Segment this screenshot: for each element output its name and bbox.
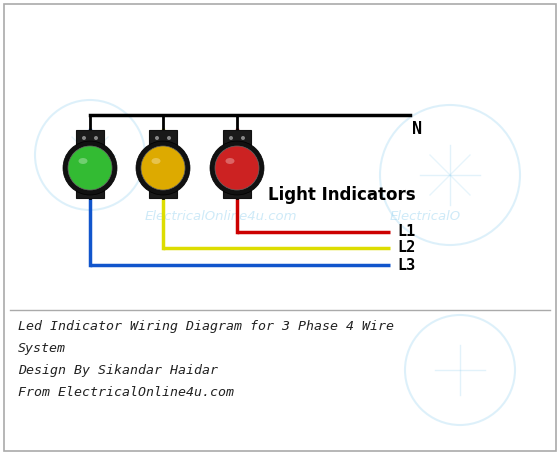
Circle shape <box>141 146 185 190</box>
Circle shape <box>229 136 233 140</box>
Circle shape <box>68 146 112 190</box>
Text: ElectricalO: ElectricalO <box>390 210 461 223</box>
Bar <box>76 130 104 198</box>
Text: L1: L1 <box>397 224 416 239</box>
Text: L2: L2 <box>397 241 416 256</box>
Circle shape <box>94 136 98 140</box>
Circle shape <box>241 136 245 140</box>
Circle shape <box>155 136 159 140</box>
Circle shape <box>210 141 264 195</box>
Ellipse shape <box>78 158 87 164</box>
Bar <box>223 130 251 198</box>
Text: Led Indicator Wiring Diagram for 3 Phase 4 Wire: Led Indicator Wiring Diagram for 3 Phase… <box>18 320 394 333</box>
Bar <box>149 130 177 198</box>
Circle shape <box>82 136 86 140</box>
Text: System: System <box>18 342 66 355</box>
Text: From ElectricalOnline4u.com: From ElectricalOnline4u.com <box>18 386 234 399</box>
Circle shape <box>215 146 259 190</box>
Text: L3: L3 <box>397 258 416 273</box>
Circle shape <box>136 141 190 195</box>
Text: Light Indicators: Light Indicators <box>268 186 416 204</box>
Ellipse shape <box>226 158 235 164</box>
Ellipse shape <box>152 158 161 164</box>
Text: ElectricalOnline4u.com: ElectricalOnline4u.com <box>145 210 297 223</box>
Text: N: N <box>412 120 422 138</box>
Text: Design By Sikandar Haidar: Design By Sikandar Haidar <box>18 364 218 377</box>
Circle shape <box>63 141 117 195</box>
Circle shape <box>167 136 171 140</box>
